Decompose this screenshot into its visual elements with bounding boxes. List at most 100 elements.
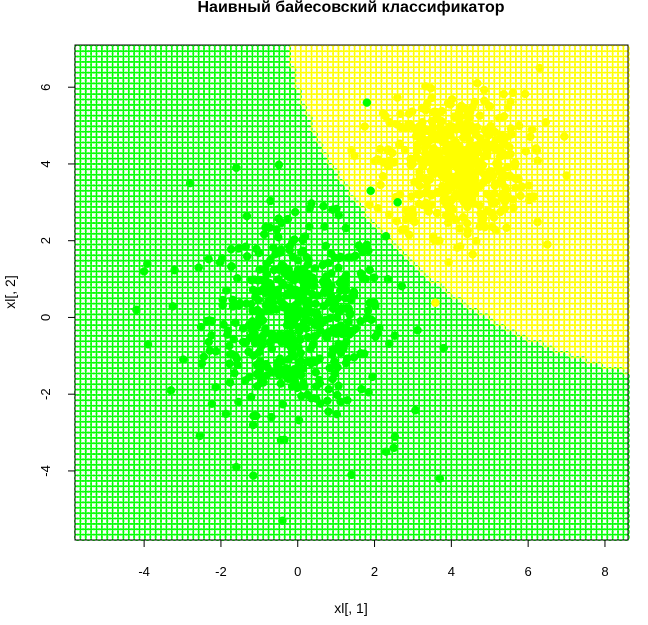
grid-marker — [160, 426, 168, 434]
grid-marker — [122, 291, 130, 300]
grid-marker — [100, 157, 109, 166]
grid-marker — [133, 66, 141, 74]
grid-marker — [106, 157, 114, 166]
grid-marker — [170, 356, 179, 364]
grid-marker — [170, 496, 179, 504]
grid-marker — [117, 318, 125, 327]
grid-marker — [154, 447, 163, 456]
grid-marker — [84, 179, 93, 187]
grid-marker — [165, 496, 173, 504]
grid-marker — [106, 512, 114, 520]
grid-marker — [143, 162, 152, 171]
grid-marker — [170, 361, 179, 370]
grid-marker — [149, 496, 157, 504]
grid-marker — [165, 130, 173, 139]
grid-marker — [79, 162, 87, 171]
grid-marker — [138, 168, 146, 176]
grid-marker — [106, 463, 114, 472]
grid-marker — [79, 436, 87, 445]
grid-marker — [149, 404, 157, 413]
grid-marker — [170, 442, 179, 450]
grid-marker — [100, 528, 109, 536]
grid-marker — [90, 254, 98, 262]
grid-marker — [165, 447, 173, 456]
grid-marker — [165, 410, 173, 418]
grid-marker — [138, 173, 146, 182]
grid-marker — [84, 55, 93, 63]
grid-marker — [117, 173, 125, 182]
grid-marker — [100, 184, 109, 192]
grid-marker — [165, 479, 173, 488]
grid-marker — [133, 512, 141, 520]
grid-marker — [127, 238, 136, 246]
grid-marker — [133, 254, 141, 262]
grid-marker — [95, 383, 103, 391]
grid-marker — [154, 77, 163, 85]
grid-marker — [143, 496, 152, 504]
grid-marker — [111, 512, 120, 520]
grid-marker — [106, 265, 114, 273]
grid-marker — [127, 248, 136, 257]
grid-marker — [122, 55, 130, 63]
grid-marker — [90, 136, 98, 144]
grid-marker — [117, 463, 125, 472]
grid-marker — [79, 361, 87, 370]
grid-marker — [100, 270, 109, 278]
grid-marker — [127, 114, 136, 123]
grid-marker — [138, 254, 146, 262]
grid-marker — [79, 496, 87, 504]
grid-marker — [111, 297, 120, 305]
grid-marker — [106, 77, 114, 85]
grid-marker — [122, 404, 130, 413]
grid-marker — [122, 469, 130, 477]
grid-marker — [170, 474, 179, 482]
grid-marker — [127, 87, 136, 96]
grid-marker — [117, 189, 125, 198]
grid-marker — [95, 248, 103, 257]
grid-marker — [111, 103, 120, 112]
grid-marker — [127, 77, 136, 85]
grid-marker — [138, 297, 146, 305]
grid-marker — [100, 340, 109, 348]
grid-marker — [100, 308, 109, 316]
grid-marker — [149, 222, 157, 230]
grid-marker — [95, 109, 103, 117]
grid-marker — [100, 141, 109, 149]
grid-marker — [79, 442, 87, 450]
grid-marker — [154, 479, 163, 488]
grid-marker — [117, 313, 125, 321]
grid-marker — [111, 152, 120, 160]
grid-marker — [84, 367, 93, 375]
grid-marker — [100, 485, 109, 493]
grid-marker — [127, 146, 136, 155]
grid-marker — [122, 232, 130, 241]
grid-marker — [160, 463, 168, 472]
grid-marker — [117, 71, 125, 80]
grid-marker — [160, 259, 168, 267]
grid-marker — [127, 211, 136, 219]
grid-marker — [122, 377, 130, 386]
grid-marker — [160, 152, 168, 160]
grid-marker — [90, 431, 98, 439]
grid-marker — [160, 506, 168, 515]
grid-marker — [160, 146, 168, 155]
grid-marker — [165, 103, 173, 112]
grid-marker — [95, 431, 103, 439]
grid-marker — [160, 125, 168, 133]
grid-marker — [149, 243, 157, 251]
grid-marker — [79, 324, 87, 332]
grid-marker — [79, 146, 87, 155]
grid-marker — [100, 447, 109, 456]
grid-marker — [117, 501, 125, 509]
grid-marker — [165, 372, 173, 380]
grid-marker — [117, 136, 125, 144]
grid-marker — [95, 281, 103, 289]
grid-marker — [160, 490, 168, 498]
grid-marker — [100, 388, 109, 396]
grid-marker — [106, 496, 114, 504]
grid-marker — [106, 222, 114, 230]
grid-marker — [149, 522, 157, 531]
grid-marker — [84, 270, 93, 278]
grid-marker — [122, 372, 130, 380]
grid-marker — [106, 458, 114, 466]
